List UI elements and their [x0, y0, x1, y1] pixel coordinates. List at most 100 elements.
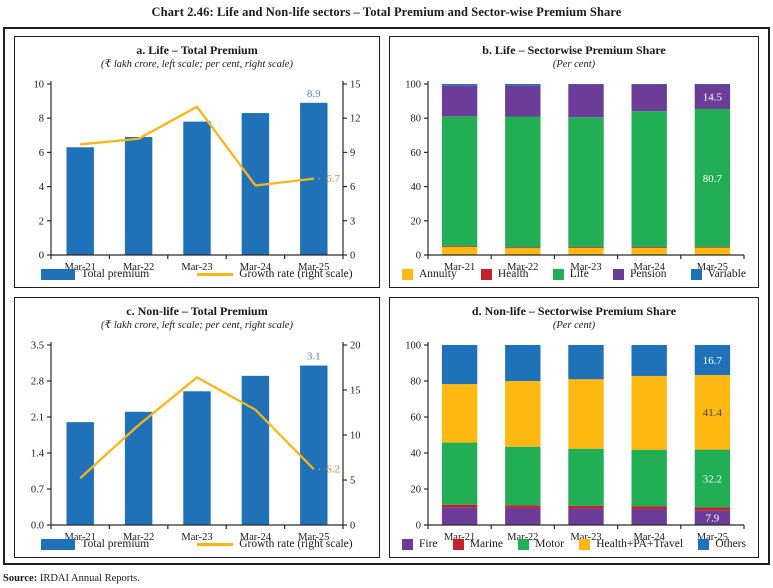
svg-text:10: 10: [34, 79, 45, 90]
square-swatch-icon: [518, 538, 530, 550]
svg-text:Mar-22: Mar-22: [123, 262, 154, 273]
legend-item-fire: Fire: [402, 538, 438, 550]
svg-text:8: 8: [39, 113, 44, 124]
svg-text:Mar-23: Mar-23: [181, 532, 212, 543]
svg-text:6: 6: [39, 147, 44, 158]
svg-text:20: 20: [350, 340, 361, 351]
svg-text:20: 20: [411, 484, 422, 495]
svg-text:3.5: 3.5: [31, 340, 44, 351]
svg-text:Mar-21: Mar-21: [65, 532, 96, 543]
chart-title: Chart 2.46: Life and Non-life sectors – …: [151, 5, 622, 19]
svg-text:Mar-24: Mar-24: [634, 532, 666, 543]
growth-rate-line: [79, 375, 315, 479]
svg-text:80: 80: [411, 376, 422, 387]
panel-life-total-premium: a. Life – Total Premium (₹ lakh crore, l…: [14, 36, 380, 288]
svg-text:15: 15: [350, 385, 361, 396]
svg-text:Mar-24: Mar-24: [240, 532, 272, 543]
svg-text:0: 0: [39, 250, 44, 261]
panel-a-title: a. Life – Total Premium: [136, 43, 258, 57]
svg-text:41.4: 41.4: [703, 407, 723, 419]
square-swatch-icon: [698, 538, 710, 550]
svg-text:Mar-23: Mar-23: [181, 262, 212, 273]
svg-text:Mar-22: Mar-22: [507, 262, 538, 273]
svg-text:Mar-24: Mar-24: [634, 262, 666, 273]
legend-item-marine: Marine: [452, 538, 503, 550]
legend-label: Life: [569, 268, 589, 280]
legend-label: Health+PA+Travel: [596, 538, 684, 550]
legend-item-growth-rate-right-scale-: Growth rate (right scale): [197, 268, 353, 280]
svg-text:2.1: 2.1: [31, 412, 44, 423]
svg-text:60: 60: [411, 147, 422, 158]
svg-text:3.1: 3.1: [307, 350, 321, 362]
svg-text:Mar-21: Mar-21: [444, 262, 475, 273]
chart-a-plot: 8.9 6.7 0 2 4 6 8 10 0 3 6 9 12 15 Mar-21 Mar-22 Mar-23 M…: [34, 79, 361, 273]
svg-text:Mar-21: Mar-21: [444, 532, 475, 543]
panel-a-subtitle: (₹ lakh crore, left scale; per cent, rig…: [101, 59, 293, 70]
panel-b-chart-area: 80.7 14.5 0 20 40 60 80 100 Mar-21 Mar-22 Mar-23 Ma…: [390, 74, 758, 273]
panel-d-title: d. Non-life – Sectorwise Premium Share: [471, 304, 677, 318]
svg-text:0.0: 0.0: [31, 520, 44, 531]
svg-text:80.7: 80.7: [703, 172, 723, 184]
legend-item-health: Health: [480, 268, 529, 280]
legend-item-annuity: Annuity: [402, 268, 457, 280]
square-swatch-icon: [613, 268, 625, 280]
svg-text:12: 12: [350, 113, 361, 124]
svg-text:7.9: 7.9: [706, 512, 720, 524]
svg-text:0.7: 0.7: [31, 484, 44, 495]
legend-item-variable: Variable: [690, 268, 746, 280]
panel-c-chart-area: 3.1 6.2 0.0 0.7 1.4 2.1 2.8 3.5 0 5 10 15 20 Mar-21 Ma…: [15, 335, 379, 543]
svg-text:80: 80: [411, 113, 422, 124]
line-swatch-icon: [197, 542, 234, 546]
figure-container: a. Life – Total Premium (₹ lakh crore, l…: [3, 27, 770, 565]
panel-b-legend: Annuity Health Life Pension Variable: [402, 268, 746, 280]
svg-text:8.9: 8.9: [307, 87, 321, 99]
legend-label: Pension: [630, 268, 667, 280]
square-swatch-icon: [690, 268, 702, 280]
panel-d-legend: Fire Marine Motor Health+PA+Travel Others: [402, 538, 746, 550]
legend-label: Total premium: [81, 268, 150, 280]
svg-text:6.2: 6.2: [326, 463, 340, 475]
svg-text:3: 3: [350, 216, 355, 227]
panel-d-chart-area: 7.9 32.2 41.4 16.7 0 20 40 60 80 100 Mar-21 Mar-22 M…: [390, 335, 758, 543]
line-swatch-icon: [197, 272, 234, 276]
source-label: Source:: [3, 573, 38, 584]
legend-label: Annuity: [419, 268, 457, 280]
panel-life-sectorwise-share: b. Life – Sectorwise Premium Share (Per …: [389, 36, 759, 288]
panel-c-subtitle: (₹ lakh crore, left scale; per cent, rig…: [101, 320, 293, 331]
svg-text:60: 60: [411, 412, 422, 423]
svg-text:40: 40: [411, 182, 422, 193]
total-premium-bars: [66, 365, 328, 525]
stacked-bars: [441, 344, 731, 525]
svg-text:14.5: 14.5: [703, 91, 723, 103]
panel-a-legend: Total premium Growth rate (right scale): [23, 268, 371, 280]
square-swatch-icon: [480, 268, 492, 280]
square-swatch-icon: [402, 538, 413, 550]
square-swatch-icon: [579, 538, 591, 550]
legend-label: Total premium: [81, 538, 150, 550]
panel-nonlife-total-premium: c. Non-life – Total Premium (₹ lakh cror…: [14, 297, 380, 558]
svg-text:Mar-22: Mar-22: [507, 532, 538, 543]
svg-text:0: 0: [350, 250, 355, 261]
source-note: Source: IRDAI Annual Reports.: [3, 573, 140, 584]
svg-text:10: 10: [350, 430, 361, 441]
panel-d-subtitle: (Per cent): [552, 320, 596, 331]
legend-label: Fire: [419, 538, 438, 550]
svg-text:Mar-25: Mar-25: [697, 262, 728, 273]
svg-text:1.4: 1.4: [31, 448, 45, 459]
svg-text:4: 4: [39, 182, 45, 193]
svg-text:0: 0: [416, 250, 421, 261]
panel-b-subtitle: (Per cent): [552, 59, 596, 70]
svg-text:2: 2: [39, 216, 44, 227]
svg-text:0: 0: [350, 520, 355, 531]
svg-text:32.2: 32.2: [703, 473, 722, 485]
legend-item-health-pa-travel: Health+PA+Travel: [579, 538, 683, 550]
svg-text:Mar-21: Mar-21: [65, 262, 96, 273]
svg-text:100: 100: [405, 340, 421, 351]
legend-label: Health: [497, 268, 529, 280]
svg-text:Mar-23: Mar-23: [570, 532, 601, 543]
svg-text:15: 15: [350, 79, 361, 90]
svg-text:Mar-24: Mar-24: [240, 262, 272, 273]
legend-item-others: Others: [698, 538, 746, 550]
legend-item-total-premium: Total premium: [41, 268, 149, 280]
chart-b-plot: 80.7 14.5 0 20 40 60 80 100 Mar-21 Mar-22 Mar-23 Ma…: [405, 79, 745, 273]
